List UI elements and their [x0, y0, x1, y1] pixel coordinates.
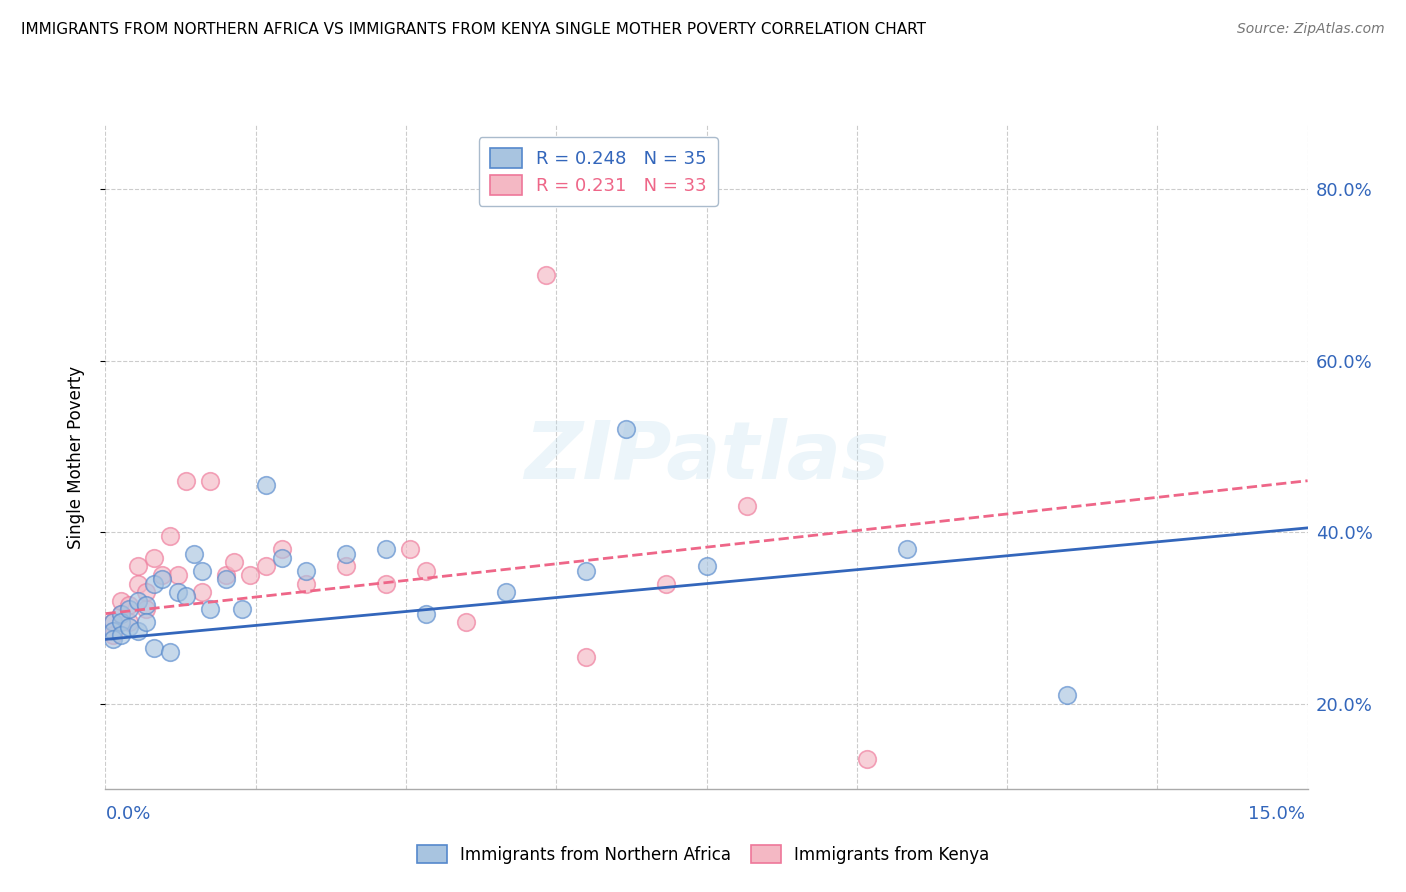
Point	[103, 628, 125, 642]
Text: 0.0%: 0.0%	[105, 805, 150, 823]
Point	[127, 624, 149, 638]
Point	[254, 478, 277, 492]
Point	[103, 632, 125, 647]
Point	[103, 624, 125, 638]
Point	[150, 572, 173, 586]
Point	[696, 559, 718, 574]
Point	[231, 602, 253, 616]
Point	[174, 590, 197, 604]
Point	[159, 529, 181, 543]
Point	[118, 602, 141, 616]
Point	[1056, 688, 1078, 702]
Point	[239, 568, 262, 582]
Point	[135, 615, 157, 630]
Text: Source: ZipAtlas.com: Source: ZipAtlas.com	[1237, 22, 1385, 37]
Point	[855, 752, 877, 766]
Point	[575, 564, 598, 578]
Point	[135, 602, 157, 616]
Point	[183, 547, 205, 561]
Text: 15.0%: 15.0%	[1247, 805, 1305, 823]
Point	[198, 602, 221, 616]
Point	[575, 649, 598, 664]
Point	[142, 640, 165, 655]
Point	[110, 607, 132, 621]
Point	[735, 500, 758, 514]
Point	[222, 555, 245, 569]
Point	[198, 474, 221, 488]
Point	[454, 615, 477, 630]
Text: ZIPatlas: ZIPatlas	[524, 418, 889, 496]
Legend: R = 0.248   N = 35, R = 0.231   N = 33: R = 0.248 N = 35, R = 0.231 N = 33	[478, 137, 718, 206]
Point	[254, 559, 277, 574]
Point	[118, 619, 141, 633]
Point	[118, 598, 141, 612]
Point	[166, 568, 188, 582]
Point	[135, 585, 157, 599]
Point	[150, 568, 173, 582]
Point	[127, 576, 149, 591]
Point	[399, 542, 422, 557]
Point	[335, 547, 357, 561]
Legend: Immigrants from Northern Africa, Immigrants from Kenya: Immigrants from Northern Africa, Immigra…	[411, 838, 995, 871]
Point	[616, 422, 638, 436]
Point	[374, 576, 398, 591]
Point	[270, 542, 292, 557]
Point	[335, 559, 357, 574]
Point	[295, 564, 318, 578]
Point	[118, 615, 141, 630]
Point	[159, 645, 181, 659]
Point	[190, 564, 212, 578]
Point	[166, 585, 188, 599]
Point	[142, 550, 165, 565]
Point	[534, 268, 557, 282]
Text: IMMIGRANTS FROM NORTHERN AFRICA VS IMMIGRANTS FROM KENYA SINGLE MOTHER POVERTY C: IMMIGRANTS FROM NORTHERN AFRICA VS IMMIG…	[21, 22, 927, 37]
Point	[110, 594, 132, 608]
Point	[135, 598, 157, 612]
Point	[127, 559, 149, 574]
Point	[110, 607, 132, 621]
Point	[214, 572, 236, 586]
Point	[495, 585, 517, 599]
Point	[190, 585, 212, 599]
Point	[270, 550, 292, 565]
Y-axis label: Single Mother Poverty: Single Mother Poverty	[66, 366, 84, 549]
Point	[103, 615, 125, 630]
Point	[214, 568, 236, 582]
Point	[174, 474, 197, 488]
Point	[103, 615, 125, 630]
Point	[415, 564, 437, 578]
Point	[295, 576, 318, 591]
Point	[110, 628, 132, 642]
Point	[415, 607, 437, 621]
Point	[655, 576, 678, 591]
Point	[374, 542, 398, 557]
Point	[896, 542, 918, 557]
Point	[142, 576, 165, 591]
Point	[110, 615, 132, 630]
Point	[127, 594, 149, 608]
